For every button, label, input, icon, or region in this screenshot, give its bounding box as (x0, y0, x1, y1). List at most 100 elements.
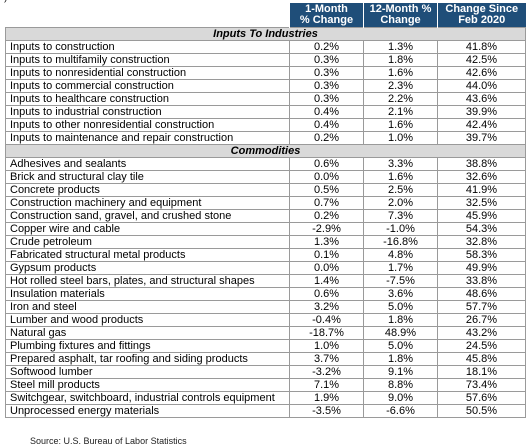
cell-1-month: 7.1% (289, 378, 364, 392)
cell-1-month: 3.2% (289, 300, 364, 314)
table-row: Inputs to commercial construction 0.3% 2.3… (5, 79, 526, 93)
cell-12-month: 2.2% (363, 92, 438, 106)
cell-12-month: 1.0% (363, 131, 438, 145)
section-title: Inputs To Industries (5, 27, 526, 41)
cell-since-feb-2020: 39.9% (437, 105, 526, 119)
cell-1-month: 1.0% (289, 339, 364, 353)
cell-12-month: 2.1% (363, 105, 438, 119)
cell-12-month: -7.5% (363, 274, 438, 288)
cell-12-month: -6.6% (363, 404, 438, 418)
cell-1-month: 0.3% (289, 79, 364, 93)
cell-12-month: 8.8% (363, 378, 438, 392)
cell-12-month: 3.6% (363, 287, 438, 301)
table-row: Inputs to multifamily construction 0.3% 1.… (5, 53, 526, 67)
cell-since-feb-2020: 49.9% (437, 261, 526, 275)
cell-since-feb-2020: 42.6% (437, 66, 526, 80)
cell-1-month: 0.0% (289, 170, 364, 184)
cell-12-month: 1.8% (363, 352, 438, 366)
cell-since-feb-2020: 33.8% (437, 274, 526, 288)
table-row: Steel mill products 7.1% 8.8% 73.4% (5, 378, 526, 392)
cell-1-month: 1.9% (289, 391, 364, 405)
cell-12-month: 2.3% (363, 79, 438, 93)
table-row: Lumber and wood products -0.4% 1.8% 26.7% (5, 313, 526, 327)
header-since-feb-2020: Change Since Feb 2020 (437, 3, 526, 28)
cell-since-feb-2020: 54.3% (437, 222, 526, 236)
table-row: Gypsum products 0.0% 1.7% 49.9% (5, 261, 526, 275)
cell-since-feb-2020: 41.9% (437, 183, 526, 197)
cell-1-month: 0.7% (289, 196, 364, 210)
cell-12-month: 1.8% (363, 313, 438, 327)
section-title: Commodities (5, 144, 526, 158)
row-label: Prepared asphalt, tar roofing and siding… (5, 352, 290, 366)
cell-1-month: 0.2% (289, 40, 364, 54)
table-row: Plumbing fixtures and fittings 1.0% 5.0% 24… (5, 339, 526, 353)
cell-since-feb-2020: 45.8% (437, 352, 526, 366)
cell-since-feb-2020: 57.6% (437, 391, 526, 405)
cell-12-month: 5.0% (363, 339, 438, 353)
cell-since-feb-2020: 32.8% (437, 235, 526, 249)
cell-1-month: 0.3% (289, 66, 364, 80)
row-label: Natural gas (5, 326, 290, 340)
row-label: Brick and structural clay tile (5, 170, 290, 184)
cell-since-feb-2020: 42.5% (437, 53, 526, 67)
cell-since-feb-2020: 57.7% (437, 300, 526, 314)
cell-12-month: 7.3% (363, 209, 438, 223)
table-row: Insulation materials 0.6% 3.6% 48.6% (5, 287, 526, 301)
cell-12-month: 4.8% (363, 248, 438, 262)
table-row: Copper wire and cable -2.9% -1.0% 54.3% (5, 222, 526, 236)
section-header-row: Inputs To Industries (5, 27, 526, 41)
row-label: Insulation materials (5, 287, 290, 301)
cell-12-month: 2.5% (363, 183, 438, 197)
cell-12-month: 1.6% (363, 66, 438, 80)
cell-1-month: 0.3% (289, 92, 364, 106)
cell-1-month: 1.3% (289, 235, 364, 249)
cell-since-feb-2020: 44.0% (437, 79, 526, 93)
row-label: Inputs to nonresidential construction (5, 66, 290, 80)
cell-12-month: 9.1% (363, 365, 438, 379)
cell-12-month: 1.8% (363, 53, 438, 67)
table-row: Unprocessed energy materials -3.5% -6.6% 50… (5, 404, 526, 418)
cell-since-feb-2020: 38.8% (437, 157, 526, 171)
cell-1-month: 0.0% (289, 261, 364, 275)
row-label: Concrete products (5, 183, 290, 197)
cell-1-month: 3.7% (289, 352, 364, 366)
cell-12-month: 1.6% (363, 170, 438, 184)
cell-since-feb-2020: 43.2% (437, 326, 526, 340)
cell-12-month: 9.0% (363, 391, 438, 405)
row-label: Switchgear, switchboard, industrial cont… (5, 391, 290, 405)
table-row: Inputs to nonresidential construction 0.3… (5, 66, 526, 80)
cell-12-month: -1.0% (363, 222, 438, 236)
cell-1-month: 0.1% (289, 248, 364, 262)
cell-since-feb-2020: 41.8% (437, 40, 526, 54)
header-1-month: 1-Month% Change (289, 3, 364, 28)
row-label: Inputs to healthcare construction (5, 92, 290, 106)
row-label: Inputs to other nonresidential construct… (5, 118, 290, 132)
table-row: Construction sand, gravel, and crushed s… (5, 209, 526, 223)
cell-1-month: 1.4% (289, 274, 364, 288)
row-label: Softwood lumber (5, 365, 290, 379)
table-row: Inputs to maintenance and repair constru… (5, 131, 526, 145)
cell-1-month: -3.5% (289, 404, 364, 418)
cell-1-month: 0.2% (289, 131, 364, 145)
cell-since-feb-2020: 50.5% (437, 404, 526, 418)
row-label: Inputs to commercial construction (5, 79, 290, 93)
cell-since-feb-2020: 32.6% (437, 170, 526, 184)
cell-since-feb-2020: 26.7% (437, 313, 526, 327)
row-label: Copper wire and cable (5, 222, 290, 236)
row-label: Crude petroleum (5, 235, 290, 249)
table-row: Construction machinery and equipment 0.7%… (5, 196, 526, 210)
table-row: Iron and steel 3.2% 5.0% 57.7% (5, 300, 526, 314)
row-label: Inputs to maintenance and repair constru… (5, 131, 290, 145)
cell-since-feb-2020: 48.6% (437, 287, 526, 301)
row-label: Inputs to industrial construction (5, 105, 290, 119)
cell-since-feb-2020: 45.9% (437, 209, 526, 223)
cell-1-month: 0.4% (289, 118, 364, 132)
cell-since-feb-2020: 43.6% (437, 92, 526, 106)
cell-1-month: -3.2% (289, 365, 364, 379)
table-row: Hot rolled steel bars, plates, and struc… (5, 274, 526, 288)
row-label: Inputs to construction (5, 40, 290, 54)
row-label: Adhesives and sealants (5, 157, 290, 171)
row-label: Construction machinery and equipment (5, 196, 290, 210)
cropped-title-text: ) (0, 0, 8, 3)
cell-since-feb-2020: 24.5% (437, 339, 526, 353)
